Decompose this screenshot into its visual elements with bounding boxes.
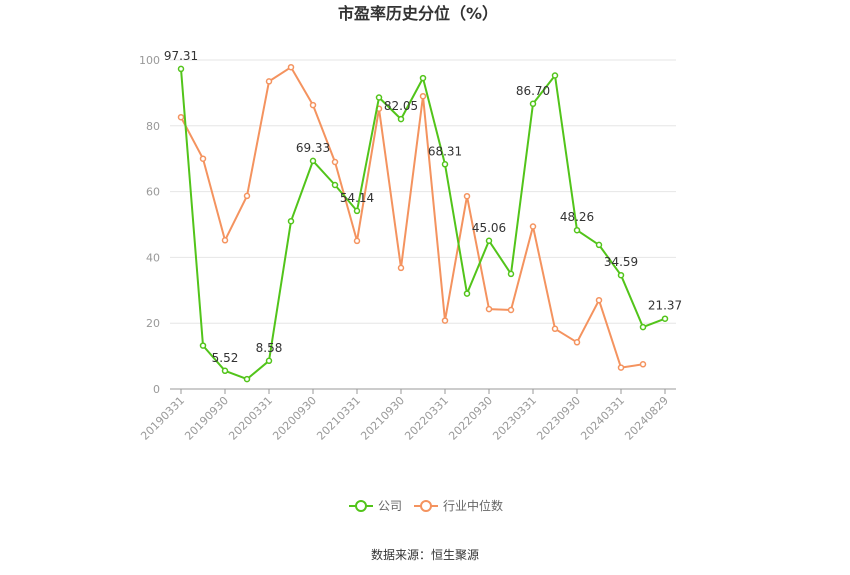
data-point[interactable] <box>177 65 185 73</box>
data-label: 82.05 <box>384 99 418 113</box>
data-point[interactable] <box>595 241 603 249</box>
data-label: 48.26 <box>560 210 594 224</box>
data-label: 45.06 <box>472 221 506 235</box>
legend-swatch-marker <box>355 500 367 512</box>
x-tick-label: 20210331 <box>314 394 363 443</box>
data-point[interactable] <box>221 237 229 244</box>
x-tick-label: 20190930 <box>182 394 231 443</box>
data-label: 54.14 <box>340 191 374 205</box>
data-point[interactable] <box>419 74 427 82</box>
x-tick-label: 20230331 <box>490 394 539 443</box>
x-tick-label: 20210930 <box>358 394 407 443</box>
legend-label: 行业中位数 <box>443 498 503 513</box>
data-labels: 97.31 5.52 8.58 69.33 54.14 82.05 68.31 45.06 86… <box>164 49 682 365</box>
data-point[interactable] <box>529 100 537 108</box>
data-point[interactable] <box>573 226 581 234</box>
data-point[interactable] <box>375 94 383 101</box>
y-tick-label: 60 <box>146 186 160 199</box>
data-label: 68.31 <box>428 144 462 158</box>
x-tick-label: 20220930 <box>446 394 495 443</box>
legend-swatch-marker <box>420 500 432 512</box>
data-point[interactable] <box>507 270 515 278</box>
chart-title: 市盈率历史分位（%） <box>338 4 498 23</box>
data-point[interactable] <box>199 342 207 349</box>
x-tick-label: 20190331 <box>138 394 187 443</box>
data-point[interactable] <box>639 323 647 331</box>
data-label: 34.59 <box>604 255 638 269</box>
data-point[interactable] <box>199 155 207 162</box>
data-point[interactable] <box>309 101 317 109</box>
source-note: 数据来源：恒生聚源 <box>371 547 479 562</box>
data-point[interactable] <box>397 115 405 123</box>
data-point[interactable] <box>573 339 581 346</box>
data-point[interactable] <box>463 290 471 297</box>
data-point[interactable] <box>507 306 515 314</box>
x-tick-label: 20230930 <box>534 394 583 443</box>
data-point[interactable] <box>617 271 625 279</box>
data-point[interactable] <box>243 375 251 383</box>
data-label: 8.58 <box>256 341 283 355</box>
data-point[interactable] <box>441 161 449 168</box>
data-point[interactable] <box>529 223 537 230</box>
data-point[interactable] <box>595 296 603 304</box>
x-tick-label: 20240829 <box>622 394 671 443</box>
data-label: 21.37 <box>648 299 682 313</box>
data-point[interactable] <box>265 78 273 85</box>
data-point[interactable] <box>287 63 295 71</box>
data-point[interactable] <box>177 113 185 121</box>
x-tick-label: 20220331 <box>402 394 451 443</box>
series-lines <box>177 63 669 383</box>
data-label: 86.70 <box>516 84 550 98</box>
y-tick-label: 100 <box>139 54 160 67</box>
data-point[interactable] <box>287 217 295 225</box>
legend-item-0[interactable]: 公司 <box>349 499 402 513</box>
data-point[interactable] <box>617 364 625 371</box>
x-tick-label: 20200331 <box>226 394 275 443</box>
data-point[interactable] <box>485 237 493 245</box>
y-tick-label: 0 <box>153 383 160 396</box>
data-label: 5.52 <box>212 351 239 365</box>
y-tick-label: 80 <box>146 120 160 133</box>
data-point[interactable] <box>265 357 273 365</box>
data-point[interactable] <box>419 92 427 100</box>
data-point[interactable] <box>243 192 251 200</box>
grid <box>170 59 676 324</box>
data-point[interactable] <box>551 325 559 333</box>
data-label: 69.33 <box>296 141 330 155</box>
data-point[interactable] <box>331 158 339 166</box>
data-point[interactable] <box>331 181 339 189</box>
data-point[interactable] <box>221 367 229 375</box>
data-label: 97.31 <box>164 49 198 63</box>
data-point[interactable] <box>353 237 361 245</box>
legend-item-1[interactable]: 行业中位数 <box>414 498 503 513</box>
data-point[interactable] <box>463 192 471 200</box>
x-tick-label: 20200930 <box>270 394 319 443</box>
legend[interactable]: 公司 行业中位数 <box>349 498 503 513</box>
data-point[interactable] <box>397 264 405 272</box>
data-point[interactable] <box>661 315 669 322</box>
y-tick-label: 20 <box>146 317 160 330</box>
data-point[interactable] <box>639 361 647 368</box>
data-point[interactable] <box>353 207 361 215</box>
data-point[interactable] <box>309 157 317 165</box>
series-line-1 <box>180 66 644 369</box>
y-tick-label: 40 <box>146 251 160 264</box>
x-tick-label: 20240331 <box>578 394 627 443</box>
legend-label: 公司 <box>378 499 402 513</box>
data-point[interactable] <box>551 72 559 79</box>
data-point[interactable] <box>485 305 493 313</box>
data-point[interactable] <box>441 317 449 324</box>
